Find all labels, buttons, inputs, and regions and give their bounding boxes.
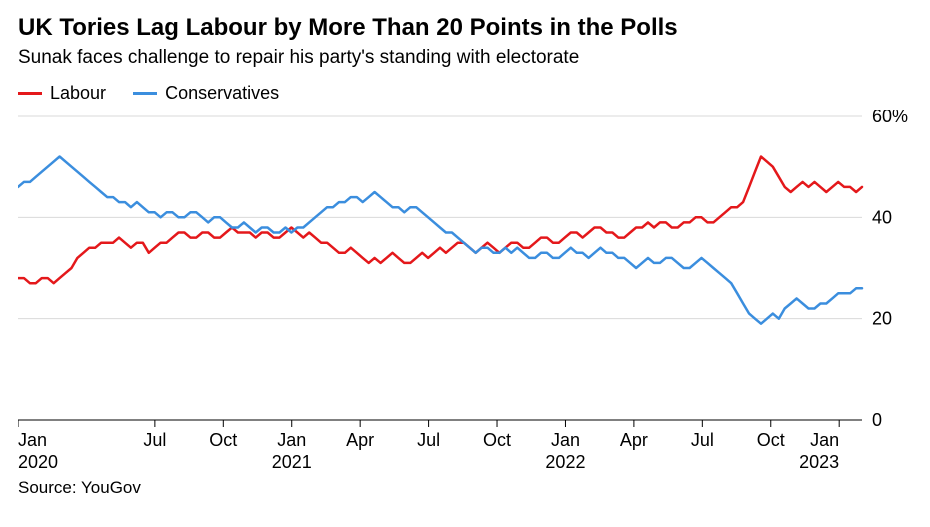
svg-text:Jan2022: Jan2022: [545, 430, 585, 472]
svg-text:Jan2020: Jan2020: [18, 430, 58, 472]
svg-text:Jul: Jul: [417, 430, 440, 450]
chart-plot-area: 0 20 40 60% Jan2020 Jul Oct Jan2021 Apr Jul Oct Jan…: [18, 110, 912, 470]
svg-text:Apr: Apr: [346, 430, 374, 450]
svg-text:0: 0: [872, 410, 882, 430]
chart-subtitle: Sunak faces challenge to repair his part…: [18, 47, 912, 69]
legend-label-labour: Labour: [50, 83, 106, 104]
svg-text:60%: 60%: [872, 110, 908, 126]
chart-legend: Labour Conservatives: [18, 79, 912, 104]
svg-text:Apr: Apr: [620, 430, 648, 450]
svg-text:Jul: Jul: [143, 430, 166, 450]
legend-swatch-labour: [18, 92, 42, 95]
legend-item-conservatives: Conservatives: [133, 83, 279, 104]
chart-source: Source: YouGov: [18, 478, 912, 498]
chart-container: UK Tories Lag Labour by More Than 20 Poi…: [0, 0, 930, 527]
chart-svg: 0 20 40 60% Jan2020 Jul Oct Jan2021 Apr Jul Oct Jan…: [18, 110, 912, 480]
legend-swatch-conservatives: [133, 92, 157, 95]
svg-text:Oct: Oct: [483, 430, 511, 450]
chart-title: UK Tories Lag Labour by More Than 20 Poi…: [18, 14, 912, 43]
svg-text:Jan2023: Jan2023: [799, 430, 839, 472]
svg-text:40: 40: [872, 207, 892, 227]
legend-item-labour: Labour: [18, 83, 106, 104]
svg-text:20: 20: [872, 308, 892, 328]
svg-text:Jan2021: Jan2021: [272, 430, 312, 472]
svg-text:Oct: Oct: [757, 430, 785, 450]
svg-text:Jul: Jul: [691, 430, 714, 450]
legend-label-conservatives: Conservatives: [165, 83, 279, 104]
svg-text:Oct: Oct: [209, 430, 237, 450]
